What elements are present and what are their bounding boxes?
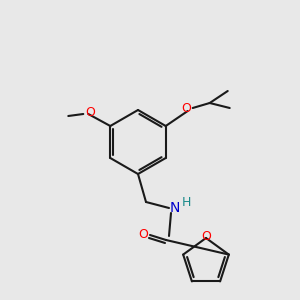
Text: H: H [181,196,191,209]
Text: O: O [201,230,211,242]
Text: O: O [138,229,148,242]
Text: O: O [85,106,95,118]
Text: O: O [181,103,191,116]
Text: N: N [170,201,180,215]
